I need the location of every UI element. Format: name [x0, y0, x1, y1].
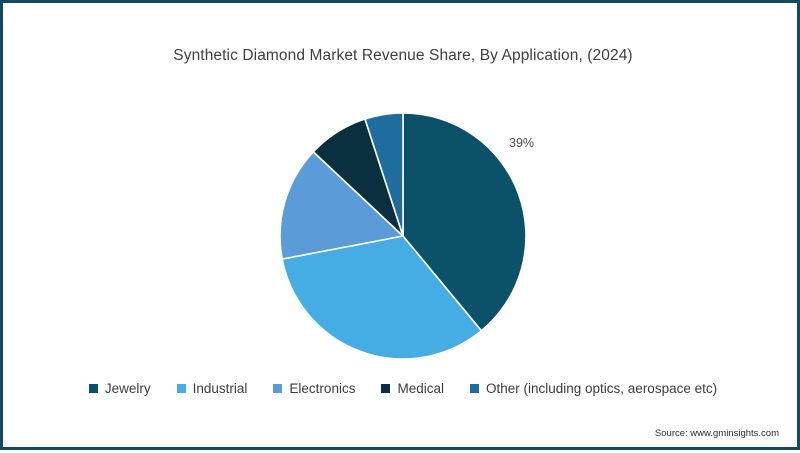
legend-item-medical[interactable]: Medical [381, 382, 444, 396]
pie-chart: 39% [3, 3, 800, 453]
pie-chart-svg [279, 112, 527, 360]
pie-slice-electronics[interactable] [279, 151, 404, 260]
legend-swatch-icon-electronics [273, 384, 283, 394]
pie-slice-group [279, 112, 527, 360]
legend-swatch-icon-medical [381, 384, 391, 394]
legend-item-jewelry[interactable]: Jewelry [88, 381, 151, 396]
legend-item-electronics[interactable]: Electronics [273, 382, 355, 396]
legend-item-label: Medical [397, 381, 444, 396]
page-title: Synthetic Diamond Market Revenue Share, … [173, 47, 633, 64]
pie-slice-other-including[interactable] [364, 112, 404, 237]
pie-slice-jewelry[interactable] [402, 112, 527, 332]
legend-item-other-including[interactable]: Other (including optics, aerospace etc) [469, 381, 718, 396]
data-label-jewelry: 39% [509, 136, 535, 150]
legend-item-label: Electronics [289, 381, 356, 396]
source-note: Source: www.gminsights.com [654, 428, 779, 439]
legend-swatch-icon-other-including [469, 384, 479, 394]
legend-item-label: Jewelry [104, 381, 151, 396]
pie-slice-industrial[interactable] [281, 235, 483, 360]
legend-swatch-icon-jewelry [88, 384, 98, 394]
legend-item-label: Industrial [192, 381, 248, 396]
legend-swatch-icon-industrial [176, 384, 186, 394]
chart-legend: Jewelry Industrial Electronics Medical Other… [3, 382, 800, 396]
legend-item-industrial[interactable]: Industrial [176, 381, 248, 396]
legend-item-label: Other (including optics, aerospace etc) [485, 381, 718, 396]
